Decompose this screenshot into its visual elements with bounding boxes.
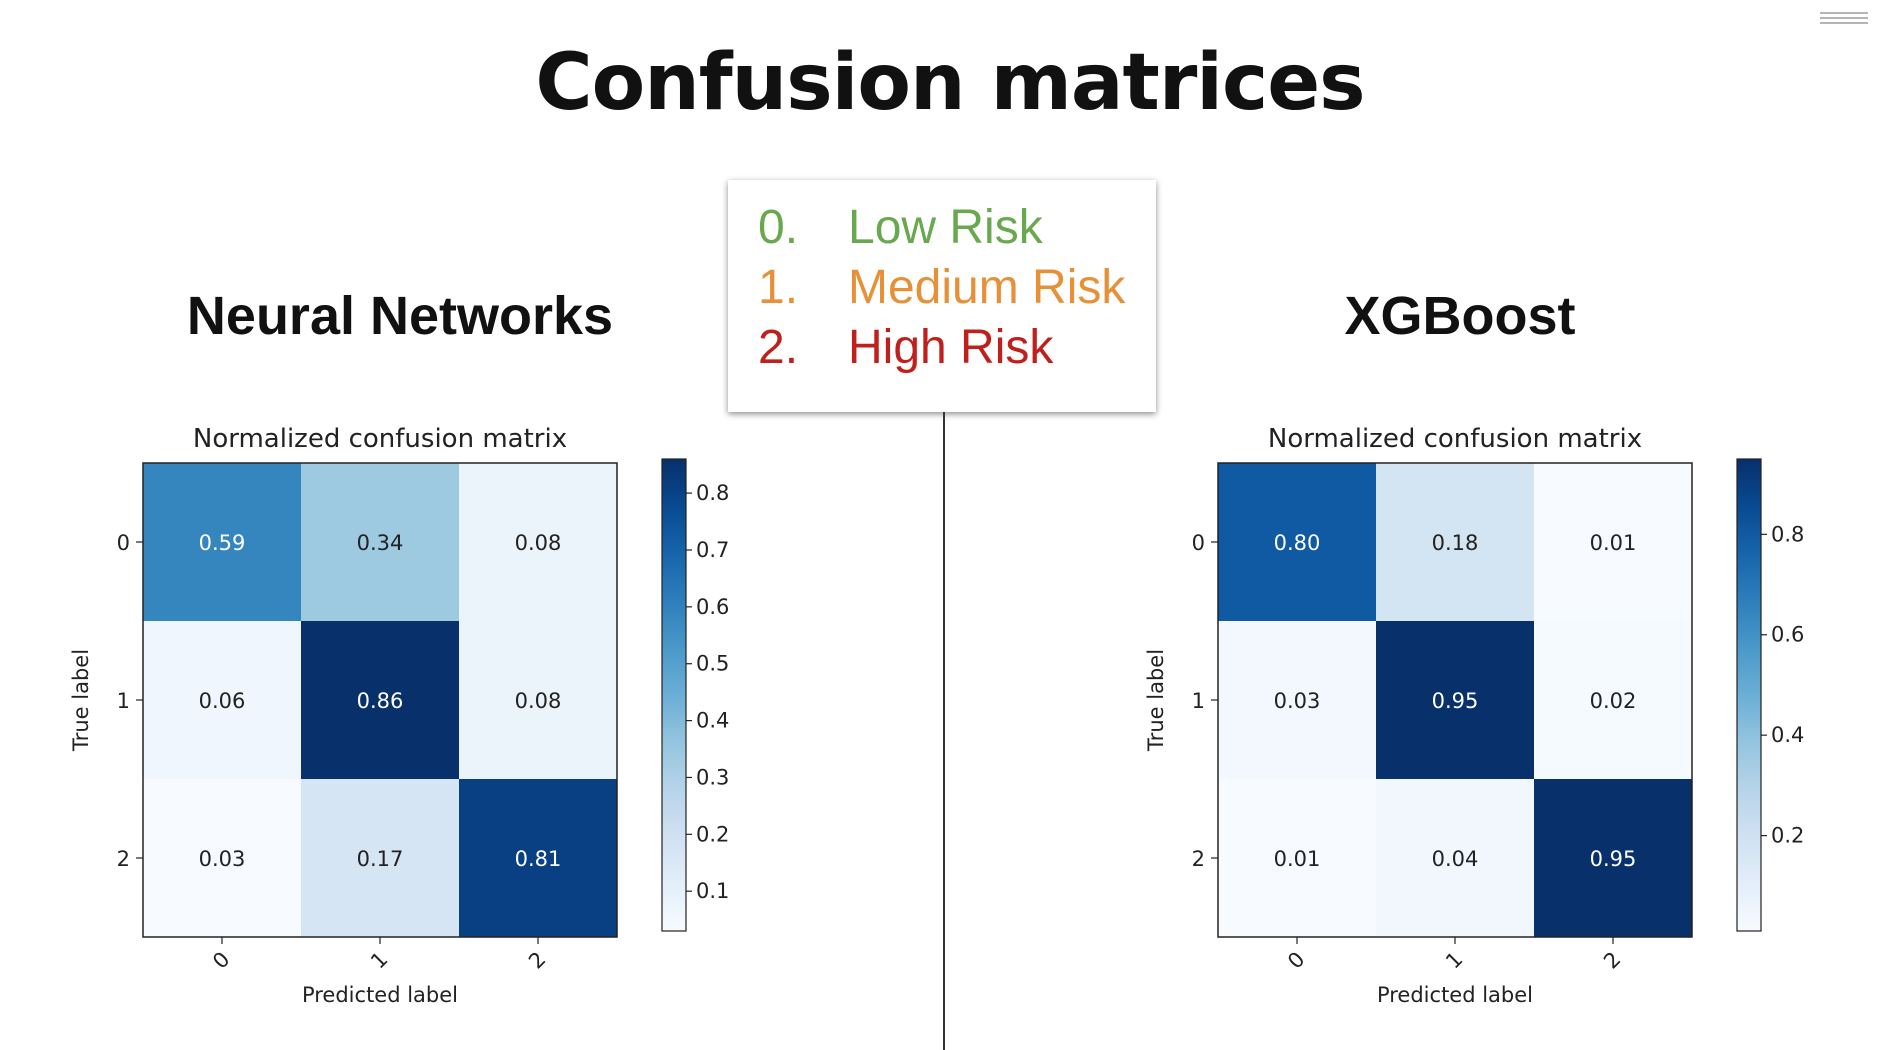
y-tick-label: 1 <box>117 689 130 713</box>
colorbar-tick-label: 0.6 <box>696 595 729 619</box>
cell-value-label: 0.06 <box>199 689 246 713</box>
cell-value-label: 0.86 <box>357 689 404 713</box>
legend-item-high-risk: 2. High Risk <box>758 318 1156 378</box>
slide-title: Confusion matrices <box>535 38 1365 128</box>
cell-value-label: 0.34 <box>357 531 404 555</box>
legend-label: Medium Risk <box>848 261 1126 314</box>
cell-value-label: 0.01 <box>1274 847 1321 871</box>
cell-value-label: 0.59 <box>199 531 246 555</box>
matrix-cell <box>1534 621 1692 779</box>
colorbar-tick-label: 0.8 <box>696 481 729 505</box>
matrix-cell <box>1534 463 1692 621</box>
menu-icon[interactable] <box>1820 12 1868 30</box>
matrix-cell <box>301 621 459 779</box>
colorbar-tick-label: 0.3 <box>696 765 729 789</box>
colorbar-tick-label: 0.4 <box>696 709 729 733</box>
colorbar-tick-label: 0.2 <box>1771 824 1804 848</box>
colorbar-tick-label: 0.8 <box>1771 522 1804 546</box>
cell-value-label: 0.08 <box>515 689 562 713</box>
colorbar <box>1736 458 1762 932</box>
cell-value-label: 0.81 <box>515 847 562 871</box>
divider-line <box>943 412 945 1050</box>
legend-item-medium-risk: 1. Medium Risk <box>758 258 1156 318</box>
y-tick-label: 0 <box>1192 531 1205 555</box>
matrix-cell <box>143 779 301 937</box>
risk-legend: 0. Low Risk 1. Medium Risk 2. High Risk <box>728 180 1156 412</box>
matrix-cell <box>1534 779 1692 937</box>
chart-title: Normalized confusion matrix <box>1268 424 1642 454</box>
neural-networks-title: Neural Networks <box>186 286 614 346</box>
colorbar-tick-label: 0.6 <box>1771 623 1804 647</box>
matrix-cell <box>1376 463 1534 621</box>
y-tick-label: 1 <box>1192 689 1205 713</box>
y-tick-label: 2 <box>1192 847 1205 871</box>
x-tick-label: 2 <box>524 947 550 973</box>
y-axis-label: True label <box>1144 649 1168 752</box>
matrix-cell <box>143 463 301 621</box>
x-tick-label: 0 <box>208 947 234 973</box>
matrix-cell <box>301 779 459 937</box>
matrix-cell <box>459 463 617 621</box>
colorbar-tick-label: 0.2 <box>696 822 729 846</box>
cell-value-label: 0.01 <box>1590 531 1637 555</box>
matrix-cell <box>301 463 459 621</box>
matrix-cell <box>459 779 617 937</box>
xgboost-title: XGBoost <box>1344 286 1576 346</box>
colorbar-tick-label: 0.5 <box>696 652 729 676</box>
legend-number: 2. <box>758 321 799 374</box>
matrix-cell <box>1218 463 1376 621</box>
matrix-cell <box>1376 621 1534 779</box>
cell-value-label: 0.95 <box>1590 847 1637 871</box>
matrix-cell <box>1218 779 1376 937</box>
cell-value-label: 0.95 <box>1432 689 1479 713</box>
neural-networks-confusion-matrix: Normalized confusion matrix 0.59 0.34 0.08 0… <box>69 424 729 1007</box>
matrix-cell <box>1218 621 1376 779</box>
x-tick-label: 1 <box>366 947 392 973</box>
cell-value-label: 0.02 <box>1590 689 1637 713</box>
matrix-cell <box>459 621 617 779</box>
y-tick-label: 2 <box>117 847 130 871</box>
legend-number: 1. <box>758 261 799 314</box>
legend-label: Low Risk <box>848 201 1043 254</box>
y-tick-label: 0 <box>117 531 130 555</box>
chart-title: Normalized confusion matrix <box>193 424 567 454</box>
x-tick-label: 1 <box>1441 947 1467 973</box>
cell-value-label: 0.80 <box>1274 531 1321 555</box>
legend-label: High Risk <box>848 321 1054 374</box>
legend-item-low-risk: 0. Low Risk <box>758 198 1156 258</box>
x-axis-label: Predicted label <box>1377 983 1533 1007</box>
cell-value-label: 0.18 <box>1432 531 1479 555</box>
x-axis-label: Predicted label <box>302 983 458 1007</box>
cell-value-label: 0.03 <box>199 847 246 871</box>
colorbar-tick-label: 0.7 <box>696 538 729 562</box>
colorbar-tick-label: 0.4 <box>1771 723 1804 747</box>
matrix-cell <box>143 621 301 779</box>
x-tick-label: 0 <box>1283 947 1309 973</box>
cell-value-label: 0.08 <box>515 531 562 555</box>
matrix-cell <box>1376 779 1534 937</box>
colorbar-tick-label: 0.1 <box>696 879 729 903</box>
cell-value-label: 0.04 <box>1432 847 1479 871</box>
cell-value-label: 0.03 <box>1274 689 1321 713</box>
colorbar <box>661 458 687 932</box>
x-tick-label: 2 <box>1599 947 1625 973</box>
cell-value-label: 0.17 <box>357 847 404 871</box>
y-axis-label: True label <box>69 649 93 752</box>
legend-number: 0. <box>758 201 799 254</box>
